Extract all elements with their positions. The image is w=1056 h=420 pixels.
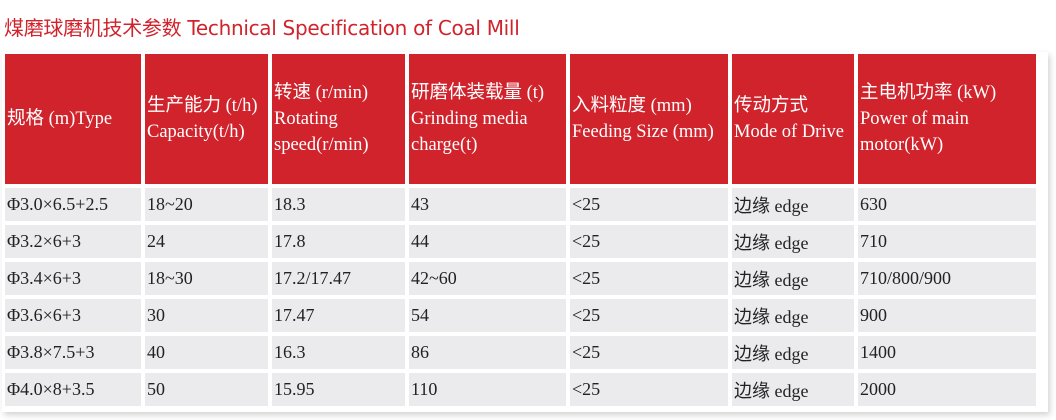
table-cell: 16.3 bbox=[272, 336, 405, 369]
table-cell: 86 bbox=[409, 336, 566, 369]
table-cell: 44 bbox=[409, 225, 566, 258]
table-cell: 17.2/17.47 bbox=[272, 262, 405, 295]
column-header-line: 转速 (r/min) bbox=[274, 83, 369, 103]
table-cell: 30 bbox=[145, 299, 268, 332]
table-cell: Φ3.0×6.5+2.5 bbox=[5, 188, 141, 221]
table-cell: 17.8 bbox=[272, 225, 405, 258]
table-cell: <25 bbox=[570, 188, 728, 221]
column-header-line: 入料粒度 (mm) bbox=[572, 96, 692, 116]
page-title: 煤磨球磨机技术参数 Technical Specification of Coa… bbox=[4, 16, 520, 40]
table-cell: 18.3 bbox=[272, 188, 405, 221]
table-cell: 18~20 bbox=[145, 188, 268, 221]
table-cell: 40 bbox=[145, 336, 268, 369]
table-cell: 18~30 bbox=[145, 262, 268, 295]
table-cell: 边缘 edge bbox=[732, 262, 854, 295]
column-header: 转速 (r/min) Rotating speed(r/min) bbox=[272, 54, 405, 184]
spec-table: 规格 (m)Type 生产能力 (t/h) Capacity(t/h) 转速 (r/m… bbox=[1, 50, 1040, 410]
table-cell: 边缘 edge bbox=[732, 336, 854, 369]
column-header-line: 研磨体装载量 (t) bbox=[411, 83, 545, 103]
table-cell: Φ3.6×6+3 bbox=[5, 299, 141, 332]
column-header: 研磨体装载量 (t) Grinding media charge(t) bbox=[409, 54, 566, 184]
table-row: Φ3.4×6+3 18~30 17.2/17.47 42~60 <25 边缘 edge 71… bbox=[5, 262, 1036, 295]
column-header-line: 生产能力 (t/h) bbox=[147, 96, 258, 116]
table-cell: Φ3.4×6+3 bbox=[5, 262, 141, 295]
table-cell: 43 bbox=[409, 188, 566, 221]
column-header-line: speed(r/min) bbox=[274, 135, 369, 155]
table-cell: 边缘 edge bbox=[732, 188, 854, 221]
table-cell: 630 bbox=[858, 188, 1036, 221]
table-cell: 1400 bbox=[858, 336, 1036, 369]
column-header-line: Grinding media bbox=[411, 109, 528, 129]
table-cell: 15.95 bbox=[272, 373, 405, 406]
column-header-line: Feeding Size (mm) bbox=[572, 122, 714, 142]
column-header-line: Mode of Drive bbox=[734, 122, 844, 142]
table-cell: 42~60 bbox=[409, 262, 566, 295]
table-cell: 边缘 edge bbox=[732, 225, 854, 258]
table-cell: 710 bbox=[858, 225, 1036, 258]
table-row: Φ3.8×7.5+3 40 16.3 86 <25 边缘 edge 1400 bbox=[5, 336, 1036, 369]
column-header-line: 主电机功率 (kW) bbox=[860, 83, 997, 103]
table-cell: <25 bbox=[570, 336, 728, 369]
column-header: 入料粒度 (mm) Feeding Size (mm) bbox=[570, 54, 728, 184]
column-header: 传动方式 Mode of Drive bbox=[732, 54, 854, 184]
column-header-line: motor(kW) bbox=[860, 135, 944, 155]
table-cell: <25 bbox=[570, 225, 728, 258]
spec-table-card: 规格 (m)Type 生产能力 (t/h) Capacity(t/h) 转速 (r/m… bbox=[2, 52, 1048, 412]
column-header-line: Power of main bbox=[860, 109, 969, 129]
table-cell: Φ3.8×7.5+3 bbox=[5, 336, 141, 369]
table-cell: 50 bbox=[145, 373, 268, 406]
column-header-line: Rotating bbox=[274, 109, 338, 129]
column-header-line: charge(t) bbox=[411, 135, 478, 155]
table-cell: Φ4.0×8+3.5 bbox=[5, 373, 141, 406]
table-row: Φ3.2×6+3 24 17.8 44 <25 边缘 edge 710 bbox=[5, 225, 1036, 258]
table-cell: 900 bbox=[858, 299, 1036, 332]
table-cell: Φ3.2×6+3 bbox=[5, 225, 141, 258]
table-row: Φ3.6×6+3 30 17.47 54 <25 边缘 edge 900 bbox=[5, 299, 1036, 332]
table-cell: <25 bbox=[570, 373, 728, 406]
table-header-row: 规格 (m)Type 生产能力 (t/h) Capacity(t/h) 转速 (r/m… bbox=[5, 54, 1036, 184]
column-header-line: Capacity(t/h) bbox=[147, 122, 245, 142]
column-header-line: 规格 (m)Type bbox=[7, 109, 113, 129]
table-cell: 24 bbox=[145, 225, 268, 258]
table-cell: 54 bbox=[409, 299, 566, 332]
table-row: Φ3.0×6.5+2.5 18~20 18.3 43 <25 边缘 edge 630 bbox=[5, 188, 1036, 221]
table-cell: 17.47 bbox=[272, 299, 405, 332]
table-cell: 边缘 edge bbox=[732, 373, 854, 406]
table-cell: 710/800/900 bbox=[858, 262, 1036, 295]
column-header: 规格 (m)Type bbox=[5, 54, 141, 184]
table-cell: <25 bbox=[570, 299, 728, 332]
table-cell: <25 bbox=[570, 262, 728, 295]
column-header: 主电机功率 (kW) Power of main motor(kW) bbox=[858, 54, 1036, 184]
table-cell: 110 bbox=[409, 373, 566, 406]
table-cell: 边缘 edge bbox=[732, 299, 854, 332]
table-row: Φ4.0×8+3.5 50 15.95 110 <25 边缘 edge 2000 bbox=[5, 373, 1036, 406]
table-cell: 2000 bbox=[858, 373, 1036, 406]
column-header: 生产能力 (t/h) Capacity(t/h) bbox=[145, 54, 268, 184]
column-header-line: 传动方式 bbox=[734, 96, 809, 116]
